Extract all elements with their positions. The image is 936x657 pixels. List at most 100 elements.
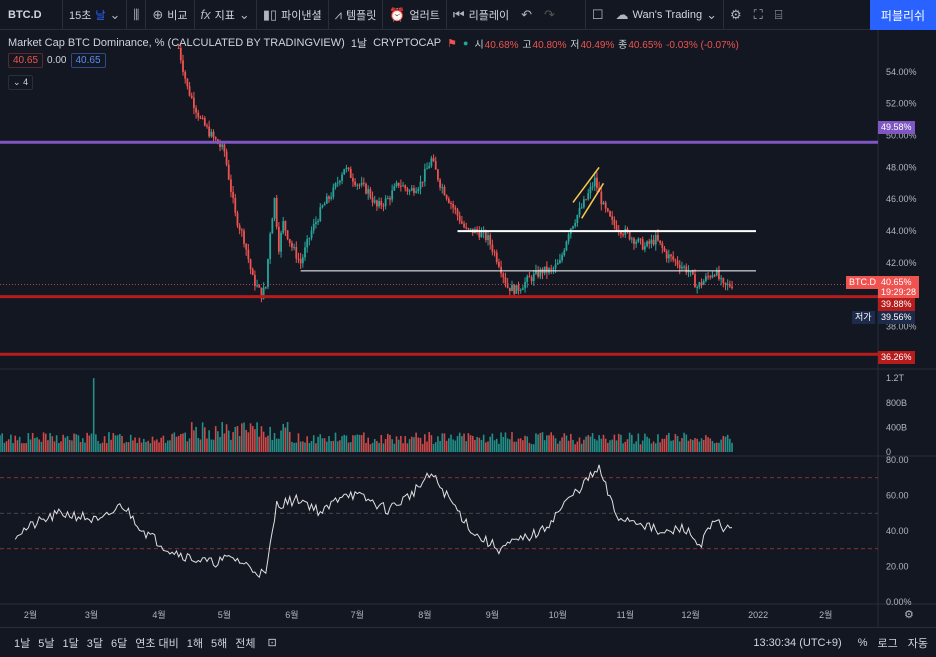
candle-body [589, 186, 592, 194]
volume-bar [236, 425, 239, 452]
legend-collapse-button[interactable]: ⌄ 4 [8, 75, 34, 90]
redo-button[interactable]: ↷ [538, 0, 561, 30]
volume-bar [112, 433, 115, 452]
ask-value[interactable]: 40.65 [70, 53, 106, 68]
alert-button[interactable]: ⏰ 얼러트 [382, 0, 446, 30]
high-label: 고 [522, 39, 532, 51]
time-tick-label: 8월 [418, 609, 431, 620]
volume-bar [702, 439, 705, 452]
volume-bar [652, 441, 655, 452]
candle-body [667, 254, 670, 259]
templates-button[interactable]: ⩘ 템플릿 [327, 0, 383, 30]
volume-bar [528, 442, 531, 452]
range-button[interactable]: 5해 [211, 637, 228, 650]
percent-toggle[interactable]: % [857, 636, 868, 649]
settings-button[interactable]: ⚙ [723, 0, 748, 30]
candle-body [221, 144, 224, 147]
volume-bar [509, 439, 511, 452]
auto-toggle[interactable]: 자동 [907, 637, 928, 650]
candle-body [380, 201, 383, 206]
volume-bar [445, 440, 448, 452]
range-button[interactable]: 3달 [86, 637, 103, 650]
range-button[interactable]: 6달 [111, 637, 128, 650]
volume-bar [434, 442, 437, 452]
volume-bar [448, 438, 450, 452]
rsi-line [14, 464, 733, 579]
volume-bar [92, 378, 95, 452]
flag-icon[interactable]: ⚑ [447, 37, 457, 50]
candle-body [498, 262, 500, 267]
templates-icon: ⩘ [334, 7, 342, 22]
replay-button[interactable]: ⏮ 리플레이 [445, 0, 515, 30]
log-toggle[interactable]: 로그 [877, 637, 898, 650]
volume-bar [565, 435, 568, 452]
current-price-tag: 40.65% 19:29:28 [878, 276, 920, 298]
candle-body [369, 189, 372, 198]
drawn-lines [0, 140, 878, 356]
volume-bar [474, 439, 476, 452]
range-button[interactable]: 전체 [235, 637, 256, 650]
volume-bar [304, 442, 306, 452]
volume-bar [227, 430, 230, 452]
range-button[interactable]: 1날 [14, 637, 31, 650]
chart-area[interactable]: 54.00% 52.00% 50.00% 48.00% 46.00% 44.00% 42.0… [0, 30, 936, 627]
fullscreen-toggle[interactable]: ☐ [584, 0, 610, 30]
volume-bar [360, 435, 363, 452]
volume-bar [654, 443, 657, 452]
candle-body [463, 223, 465, 228]
publish-button[interactable]: 퍼블리쉬 [870, 0, 936, 30]
low-value-tag: 39.56% [878, 311, 915, 324]
volume-bar [147, 440, 149, 452]
rsi-tick-label: 80.00 [886, 455, 909, 465]
indicators-button[interactable]: fx 지표 ⌄ [193, 0, 256, 30]
undo-button[interactable]: ↶ [515, 0, 538, 30]
clock-time[interactable]: 13:30:34 (UTC+9) [753, 636, 842, 649]
financials-button[interactable]: ▮▯ 파이낸셜 [255, 0, 328, 30]
volume-bar [136, 442, 139, 452]
volume-bar [177, 435, 180, 452]
axes: 54.00% 52.00% 50.00% 48.00% 46.00% 44.00% 42.0… [24, 67, 917, 621]
layout-selector[interactable]: ☁ Wan's Trading ⌄ [610, 0, 723, 30]
compare-button[interactable]: ⊕ 비교 [145, 0, 193, 30]
interval-selector[interactable]: 15초 날 ⌄ [62, 0, 126, 30]
candle-body [197, 112, 200, 118]
candle-body [434, 161, 437, 170]
range-button[interactable]: 연초 대비 [135, 637, 179, 650]
candle-body [365, 183, 367, 194]
range-button[interactable]: 1달 [62, 637, 79, 650]
range-button[interactable]: 1해 [186, 637, 204, 650]
volume-bar [291, 441, 293, 452]
volume-bar [685, 434, 688, 452]
volume-bar [349, 442, 352, 452]
candle-body [417, 188, 420, 192]
expand-button[interactable]: ⛶ [748, 0, 769, 30]
alert-label: 얼러트 [409, 9, 440, 22]
candle-body [726, 283, 729, 285]
volume-bar [25, 443, 27, 452]
candle-body [443, 186, 446, 196]
candle-body [554, 264, 557, 269]
snapshot-button[interactable]: ⌸ [769, 0, 789, 30]
candle-body [312, 223, 315, 231]
candle-body [600, 191, 603, 205]
range-button[interactable]: 5날 [38, 637, 55, 650]
candle-body [295, 247, 298, 259]
candle-body [384, 198, 387, 207]
bid-value[interactable]: 40.65 [8, 53, 44, 68]
symbol-search[interactable]: BTC.D [8, 8, 42, 21]
candle-body [578, 207, 581, 216]
volume-bar [598, 435, 600, 452]
candle-body [247, 249, 250, 260]
chevron-down-icon: ⌄ [706, 7, 718, 22]
rsi-tick-label: 0.00% [886, 597, 912, 607]
volume-bar [363, 432, 365, 452]
volume-bar [166, 440, 169, 452]
volume-bar [97, 440, 99, 452]
volume-bar [683, 432, 685, 452]
volume-bar [637, 433, 640, 452]
goto-date-icon[interactable]: ⊡ [267, 637, 277, 649]
chart-type-button[interactable]: ⫼ [126, 0, 145, 30]
candle-body [232, 191, 235, 198]
volume-bar [38, 439, 41, 452]
volume-bar [358, 434, 361, 452]
